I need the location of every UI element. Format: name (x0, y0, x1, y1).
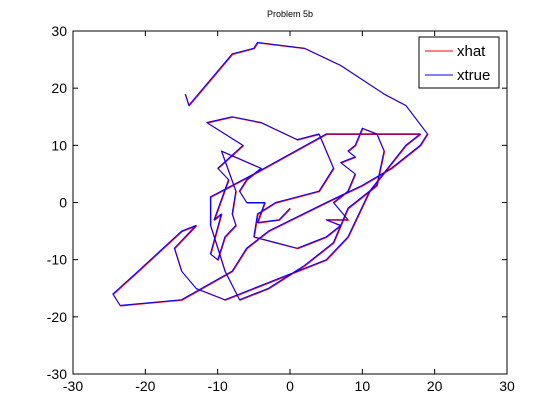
x-tick-label: 30 (499, 378, 515, 394)
x-tick-label: -20 (135, 378, 155, 394)
x-axis: -30 -20 -10 0 10 20 30 (63, 31, 515, 394)
legend-box (418, 36, 500, 89)
y-tick-label: -30 (47, 366, 67, 382)
y-tick-label: -10 (47, 252, 67, 268)
x-tick-label: -10 (208, 378, 228, 394)
x-tick-label: -30 (63, 378, 83, 394)
x-tick-label: 10 (355, 378, 371, 394)
series-line-xtrue (112, 41, 428, 306)
legend-label-xtrue: xtrue (457, 67, 490, 84)
x-tick-label: 0 (286, 378, 294, 394)
y-axis: -30 -20 -10 0 10 20 30 (47, 23, 507, 382)
legend: xhat xtrue (418, 36, 500, 89)
series-layer (112, 41, 429, 307)
legend-label-xhat: xhat (457, 43, 486, 60)
chart-title: Problem 5b (267, 9, 313, 19)
y-tick-label: 10 (51, 137, 67, 153)
x-tick-label: 20 (427, 378, 443, 394)
y-tick-label: 30 (51, 23, 67, 39)
y-tick-label: 0 (59, 195, 67, 211)
y-tick-label: 20 (51, 80, 67, 96)
y-tick-label: -20 (47, 309, 67, 325)
